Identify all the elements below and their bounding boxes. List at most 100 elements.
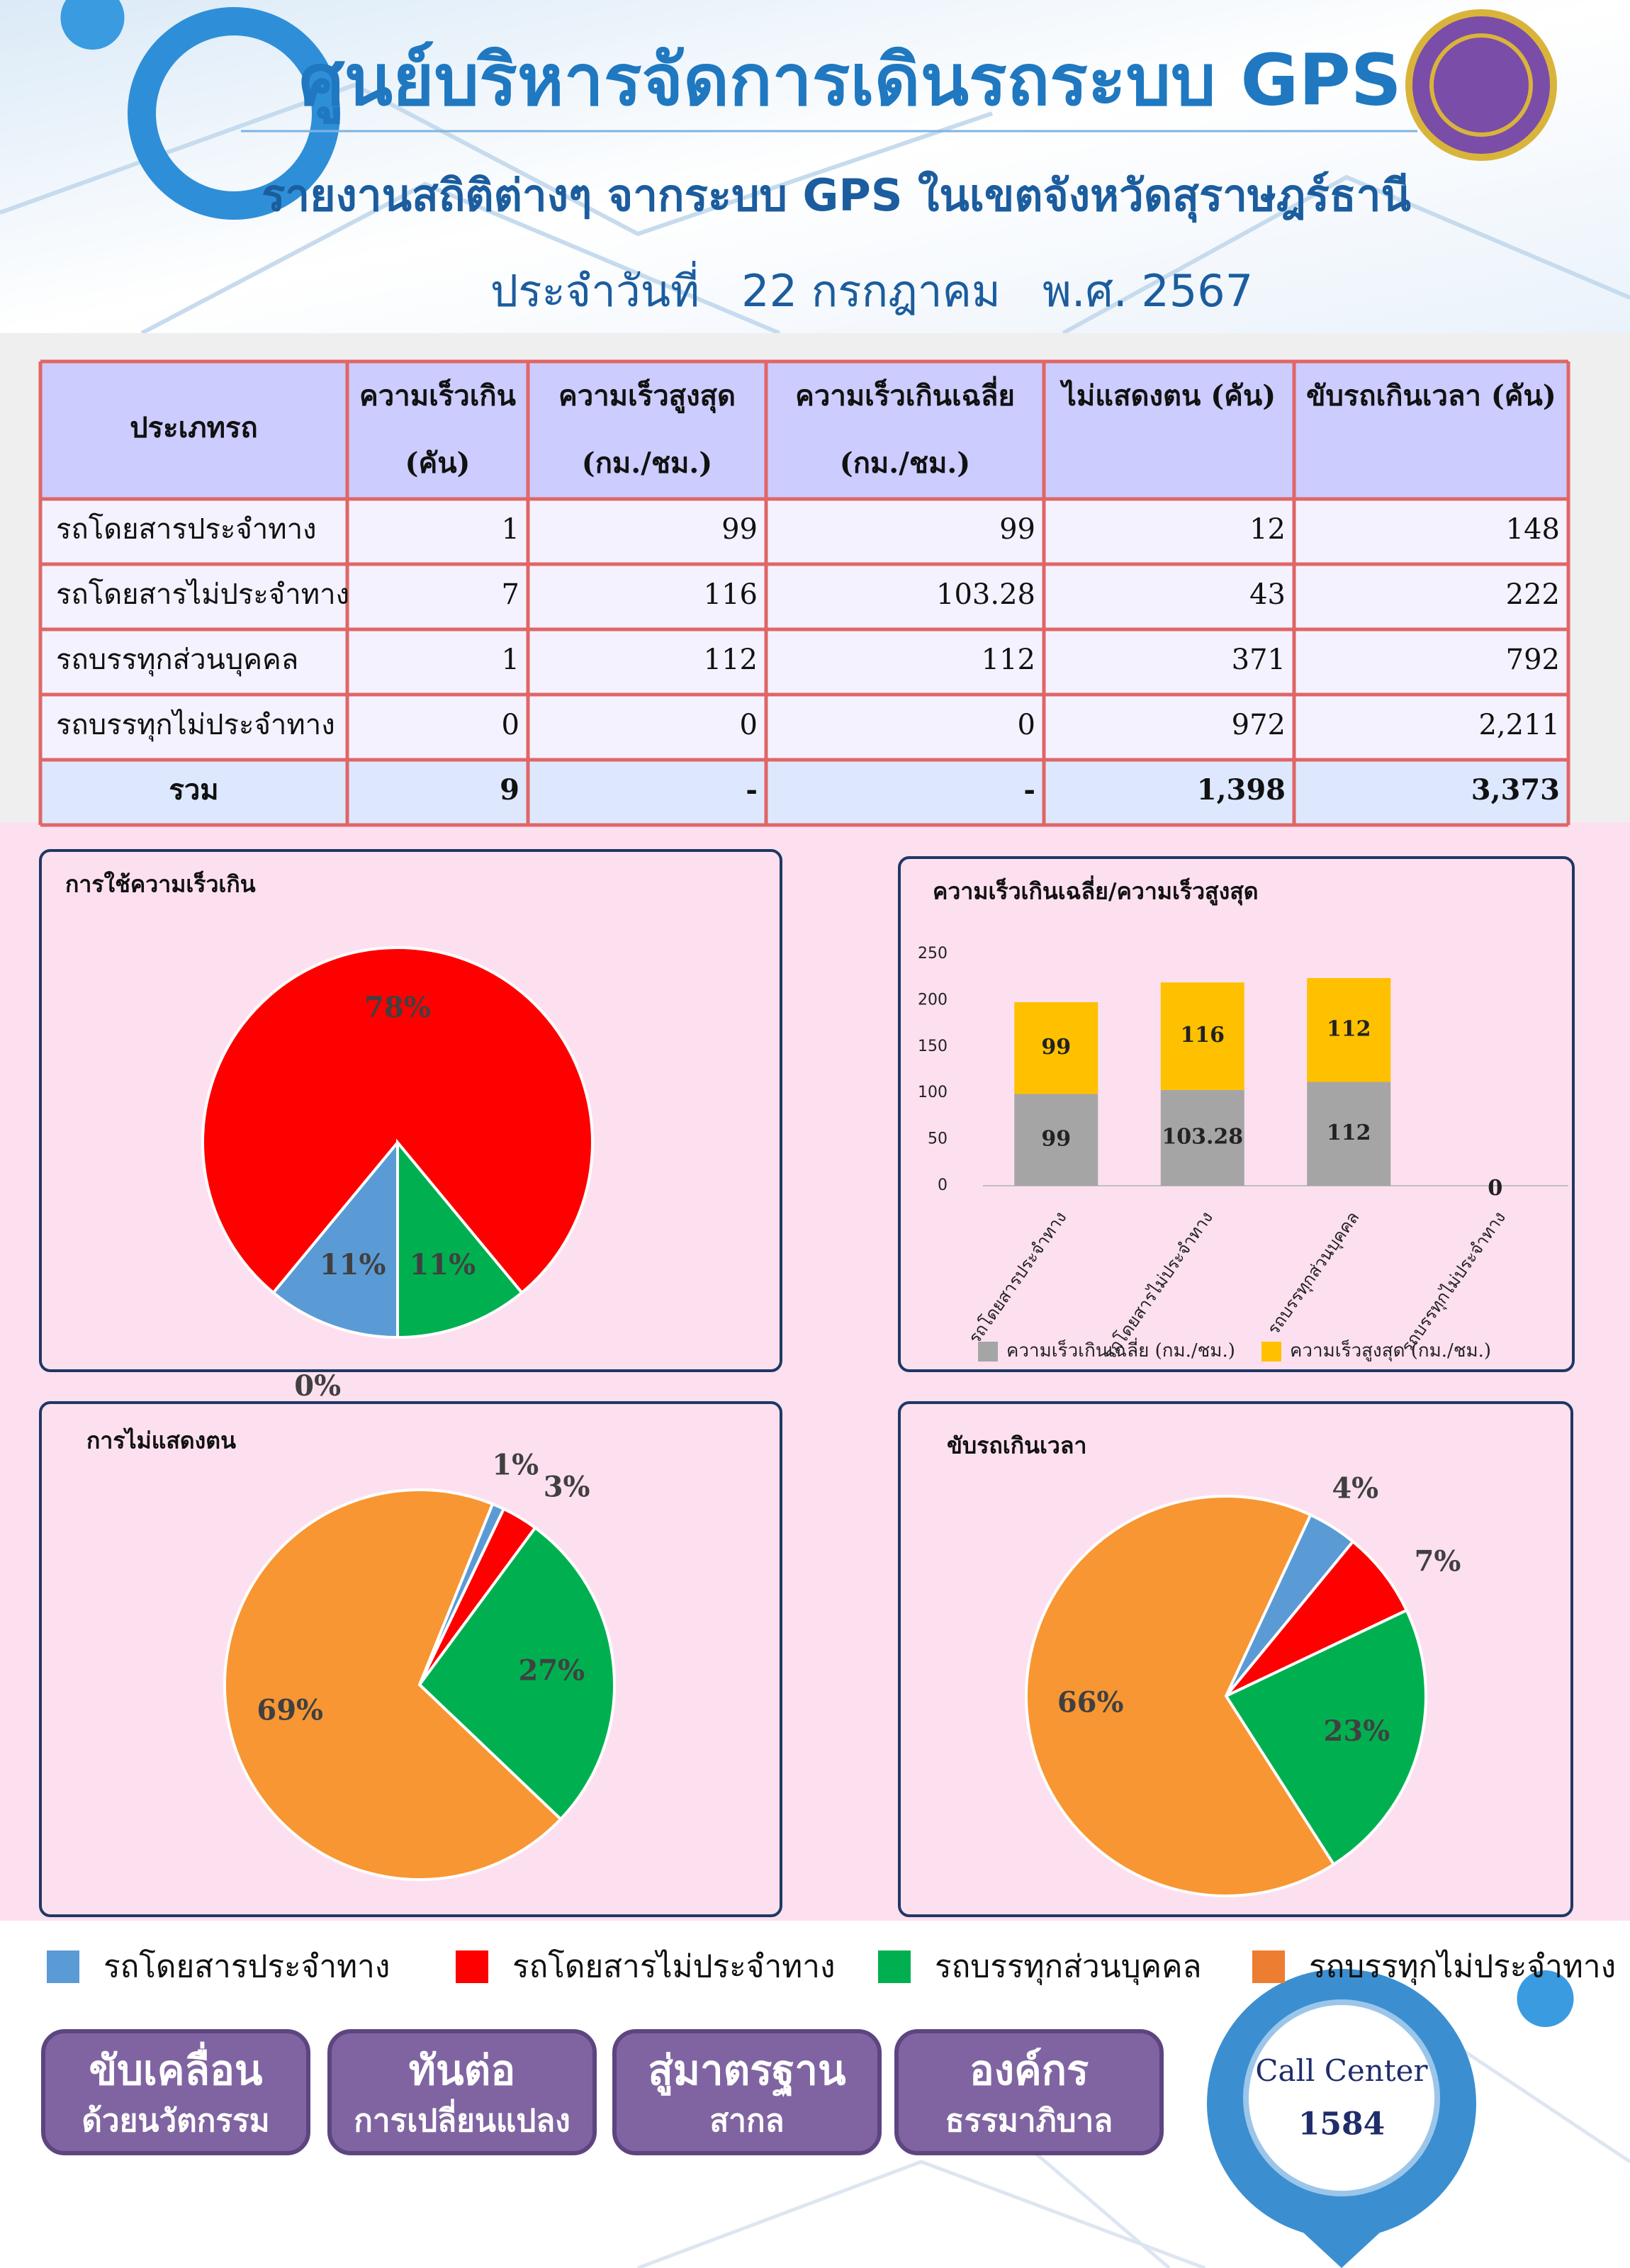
table-header: (คัน) xyxy=(405,447,471,480)
table-cell: 148 xyxy=(1506,513,1560,546)
legend-swatch xyxy=(878,1950,911,1983)
table-header-bg xyxy=(40,361,1568,499)
pie-label: 11% xyxy=(320,1248,386,1281)
pie-slice xyxy=(1225,1539,1409,1697)
legend-label: รถบรรทุกส่วนบุคคล xyxy=(935,1949,1202,1986)
table-header: ประเภทรถ xyxy=(130,411,257,444)
legend-swatch xyxy=(1261,1342,1281,1362)
bar-value-label: 99 xyxy=(1041,1126,1071,1151)
legend-swatch xyxy=(456,1950,488,1983)
chart-title: การใช้ความเร็วเกิน xyxy=(65,870,256,898)
legend-label: รถโดยสารประจำทาง xyxy=(103,1949,390,1985)
table-header: ขับรถเกินเวลา (คัน) xyxy=(1306,379,1556,412)
pie-slice xyxy=(396,1138,524,1340)
pie-slice xyxy=(1224,1608,1427,1867)
table-cell: 2,211 xyxy=(1478,709,1560,741)
y-tick-label: 0 xyxy=(938,1177,948,1194)
bar-value-label: 112 xyxy=(1327,1121,1371,1145)
map-decoration xyxy=(0,82,1630,335)
pie-label: 4% xyxy=(1332,1472,1378,1505)
bar-segment xyxy=(1160,982,1244,1090)
table-cell: 1,398 xyxy=(1197,773,1286,807)
call-center-pin-tip xyxy=(1219,2155,1464,2268)
table-cell: 3,373 xyxy=(1471,773,1560,807)
pie-label: 78% xyxy=(364,991,431,1024)
table-cell: - xyxy=(1023,773,1035,807)
table-row-label: รถโดยสารไม่ประจำทาง xyxy=(56,578,349,611)
pie-slice xyxy=(271,1138,399,1340)
legend-label: รถโดยสารไม่ประจำทาง xyxy=(512,1949,835,1985)
legend-swatch xyxy=(47,1950,79,1983)
motto-text: องค์กร xyxy=(969,2046,1089,2094)
motto-text: สู่มาตรฐาน xyxy=(648,2046,846,2097)
table-cell: 9 xyxy=(500,773,519,807)
motto-button xyxy=(41,2029,310,2155)
table-header: ความเร็วเกินเฉลี่ย xyxy=(795,376,1015,412)
logo-ring xyxy=(1429,33,1533,137)
bar-segment xyxy=(1014,1094,1098,1186)
motto-text: ทันต่อ xyxy=(409,2046,515,2094)
bar-segment xyxy=(1307,978,1391,1082)
table-cell: 0 xyxy=(740,709,758,741)
pin-icon xyxy=(1517,1970,1574,2027)
call-center-label: Call Center xyxy=(1255,2053,1428,2088)
table-header: ความเร็วเกิน xyxy=(359,378,516,412)
bar-segment xyxy=(1160,1089,1244,1186)
legend-swatch xyxy=(1252,1950,1285,1983)
pie-label: 23% xyxy=(1323,1714,1390,1748)
table-row-bg xyxy=(40,695,1568,760)
legend-label: ความเร็วสูงสุด (กม./ชม.) xyxy=(1290,1339,1491,1362)
pin-icon xyxy=(60,0,125,50)
table-cell: 0 xyxy=(502,709,519,741)
y-tick-label: 250 xyxy=(918,945,948,962)
table-row-label: รถบรรทุกไม่ประจำทาง xyxy=(56,709,335,742)
motto-button xyxy=(894,2029,1164,2155)
pie-slice xyxy=(1025,1495,1336,1897)
bar-value-label: 0 xyxy=(1488,1176,1502,1201)
table-row-bg xyxy=(40,564,1568,629)
y-tick-label: 100 xyxy=(918,1084,948,1101)
table-row-label: รวม xyxy=(169,773,218,807)
y-tick-label: 50 xyxy=(928,1130,948,1148)
pie-label: 11% xyxy=(410,1248,476,1281)
legend-label: ความเร็วเกินเฉลี่ย (กม./ชม.) xyxy=(1006,1337,1235,1362)
table-cell: - xyxy=(746,773,758,807)
pie-label: 0% xyxy=(294,1369,341,1403)
table-cell: 116 xyxy=(704,578,758,611)
table-header: ความเร็วสูงสุด xyxy=(558,378,736,414)
table-cell: 972 xyxy=(1232,709,1286,741)
chart-title: ขับรถเกินเวลา xyxy=(947,1432,1086,1459)
pie-label: 69% xyxy=(257,1694,323,1727)
table-cell: 43 xyxy=(1249,578,1286,611)
pie-slice xyxy=(417,1525,616,1821)
table-header: ไม่แสดงตน (คัน) xyxy=(1060,379,1276,412)
table-cell: 792 xyxy=(1506,644,1560,676)
y-tick-label: 200 xyxy=(918,991,948,1009)
call-center-face xyxy=(1243,1999,1440,2196)
call-center-number: 1584 xyxy=(1298,2106,1385,2143)
table-cell: 112 xyxy=(704,644,758,676)
y-tick-label: 150 xyxy=(918,1038,948,1055)
table-cell: 112 xyxy=(982,644,1035,676)
motto-text: สากล xyxy=(709,2103,784,2139)
chart-title: การไม่แสดงตน xyxy=(86,1427,236,1454)
pie-slice xyxy=(201,945,594,1295)
motto-button xyxy=(327,2029,597,2155)
table-header: (กม./ชม.) xyxy=(840,447,970,480)
motto-text: ด้วยนวัตกรรม xyxy=(82,2103,269,2139)
legend-swatch xyxy=(978,1342,998,1362)
bar-value-label: 0 xyxy=(1488,1176,1502,1201)
bar-segment xyxy=(1307,1082,1391,1186)
table-cell: 99 xyxy=(999,513,1035,546)
pie-label: 27% xyxy=(518,1654,585,1688)
motto-button xyxy=(612,2029,882,2155)
table-cell: 0 xyxy=(1018,709,1035,741)
pie-label: 1% xyxy=(492,1448,539,1481)
title: ศูนย์บริหารจัดการเดินรถระบบ GPS xyxy=(299,38,1402,124)
table-cell: 1 xyxy=(502,513,519,546)
motto-text: การเปลี่ยนแปลง xyxy=(354,2099,570,2139)
table-row-bg xyxy=(40,629,1568,695)
table-cell: 1 xyxy=(502,644,519,676)
